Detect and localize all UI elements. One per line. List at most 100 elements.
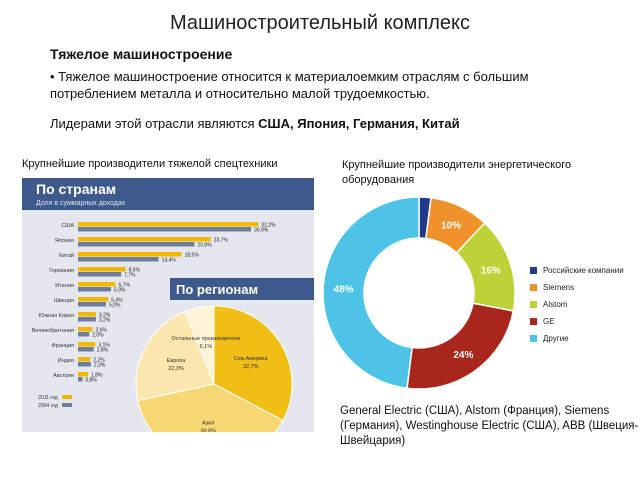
bar-value-label: 23,7%	[214, 238, 229, 244]
donut-legend-label: Siemens	[543, 283, 575, 292]
bar-2004	[78, 377, 83, 382]
energy-equipment-donut: 2% 10% 16% 24% 48%	[322, 194, 516, 390]
bar-value-label: 20,8%	[197, 243, 212, 249]
donut-slice	[406, 302, 515, 390]
donut-value-label: 10%	[441, 221, 461, 232]
region-pie-title: По регионам	[176, 282, 258, 297]
region-pie-label: Азия	[202, 421, 214, 427]
bar-category-label: Германия	[49, 268, 74, 274]
bar-2004	[78, 362, 91, 367]
bullet-text: • Тяжелое машиностроение относится к мат…	[50, 69, 529, 101]
bar-value-label: 18,5%	[185, 253, 200, 259]
bar-value-label: 6,7%	[119, 283, 131, 289]
donut-value-label: 2%	[418, 194, 433, 196]
left-chart-caption: Крупнейшие производители тяжелой спецтех…	[22, 158, 278, 170]
donut-legend-label: Alstom	[543, 300, 568, 309]
donut-legend-label: Российские компании	[543, 266, 624, 275]
donut-legend-item: Другие	[530, 330, 624, 347]
bar-2011	[78, 342, 96, 347]
slide-title: Машиностроительный комплекс	[169, 12, 471, 34]
bar-legend-label: 2004 год	[38, 403, 58, 409]
region-pie-slice	[135, 311, 215, 402]
donut-legend-item: Alstom	[530, 296, 624, 313]
region-pie-label: Европа	[167, 358, 187, 364]
chart-header	[22, 178, 314, 210]
donut-value-label: 16%	[481, 266, 501, 277]
donut-slice	[322, 196, 420, 390]
bar-value-label: 2,6%	[96, 328, 108, 334]
donut-legend-item: Российские компании	[530, 262, 624, 279]
region-pie-label: Сев.Америка	[234, 356, 269, 362]
section-heading: Тяжелое машиностроение	[50, 46, 233, 62]
bar-2011	[78, 282, 116, 287]
bar-chart-bars: США 32,2%30,9% Япония 23,7%20,8% Китай 18,5% 1…	[32, 222, 276, 409]
bar-2011	[78, 357, 91, 362]
region-pie-slice	[184, 305, 215, 385]
bar-2004	[78, 332, 90, 337]
bar-value-label: 2,2%	[93, 358, 105, 364]
bar-value-label: 5,0%	[109, 303, 121, 309]
donut-legend-swatch	[530, 267, 537, 274]
donut-legend: Российские компании Siemens Alstom GE Другие	[530, 262, 624, 347]
bar-category-label: Австрия	[53, 373, 74, 379]
right-chart-caption: Крупнейшие производители энергетического…	[342, 159, 572, 186]
bar-legend-swatch	[62, 403, 72, 407]
bar-2004	[78, 257, 159, 262]
leaders-line: Лидерами этой отрасли являются США, Япон…	[50, 116, 460, 131]
bar-chart-title: По странам	[36, 181, 116, 197]
bar-2011	[78, 297, 109, 302]
donut-legend-swatch	[530, 284, 537, 291]
donut-legend-label: Другие	[543, 334, 569, 343]
bar-2004	[78, 287, 112, 292]
bar-2004	[78, 347, 94, 352]
donut-legend-item: Siemens	[530, 279, 624, 296]
region-pie-header	[170, 278, 314, 300]
donut-value-label: 48%	[334, 284, 354, 295]
bar-value-label: 2,0%	[92, 333, 104, 339]
bar-value-label: 3,2%	[99, 313, 111, 319]
bar-2004	[78, 227, 252, 232]
bar-2011	[78, 312, 96, 317]
bar-2011	[78, 252, 182, 257]
bar-value-label: 2,3%	[94, 363, 106, 369]
region-pie-value: 6,1%	[200, 344, 213, 350]
bar-value-label: 7,7%	[124, 273, 136, 279]
donut-legend-item: GE	[530, 313, 624, 330]
bar-legend-swatch	[62, 395, 72, 399]
leaders-names: США, Япония, Германия, Китай	[258, 116, 460, 131]
bar-category-label: Индия	[58, 358, 74, 364]
leaders-prefix: Лидерами этой отрасли являются	[50, 116, 259, 131]
bar-2004	[78, 242, 195, 247]
bar-2011	[78, 267, 126, 272]
bar-category-label: Италия	[55, 283, 74, 289]
region-pie-value: 22,3%	[168, 366, 184, 372]
donut-legend-swatch	[530, 335, 537, 342]
bar-value-label: 5,4%	[111, 298, 123, 304]
bar-2004	[78, 317, 96, 322]
bar-2011	[78, 372, 89, 377]
region-pie-value: 32,7%	[243, 364, 259, 370]
bar-2004	[78, 302, 106, 307]
donut-legend-label: GE	[543, 317, 555, 326]
region-pie-slice	[213, 305, 293, 422]
region-pie-label: Остальные производители	[172, 336, 241, 342]
bar-category-label: Великобритания	[32, 328, 74, 334]
bar-value-label: 3,1%	[98, 343, 110, 349]
bar-2011	[78, 222, 259, 227]
bar-2011	[78, 237, 211, 242]
bar-category-label: Япония	[55, 238, 74, 244]
bar-category-label: Швеция	[54, 298, 74, 304]
bar-value-label: 1,8%	[91, 373, 103, 379]
region-pie-value: 38,8%	[200, 429, 216, 432]
region-pie: По регионам Сев.Америка 32,7% Азия 38,8% Евро…	[135, 278, 314, 432]
donut-legend-swatch	[530, 318, 537, 325]
bar-value-label: 8,5%	[129, 268, 141, 274]
heavy-machinery-chart: По странам Доля в суммарных доходах США 3…	[22, 178, 314, 432]
bar-2004	[78, 272, 122, 277]
bar-2011	[78, 327, 93, 332]
bar-chart-subtitle: Доля в суммарных доходах	[36, 200, 126, 207]
bar-legend-label: 2011 год	[38, 395, 58, 401]
bar-value-label: 14,4%	[162, 258, 177, 264]
bar-value-label: 32,2%	[261, 223, 276, 229]
bar-value-label: 2,8%	[97, 348, 109, 354]
